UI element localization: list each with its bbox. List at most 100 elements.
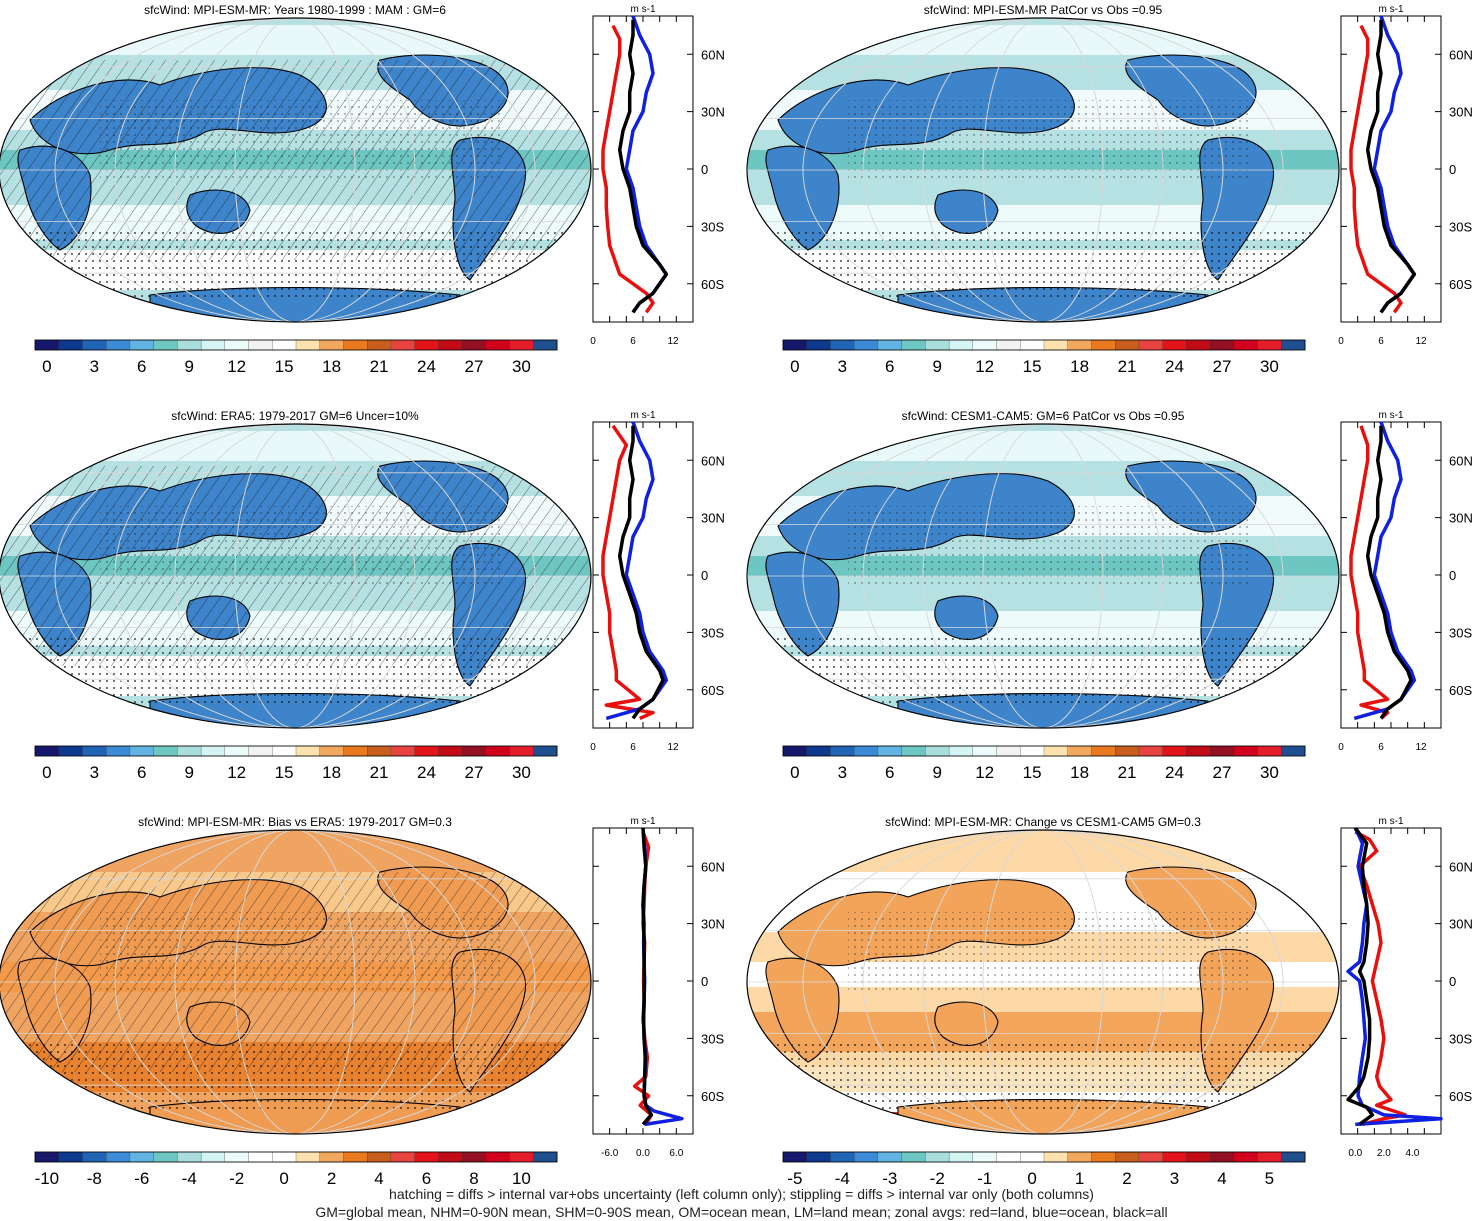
zonal-x-tick-label: 0 bbox=[1338, 742, 1344, 753]
colorbar-swatch bbox=[533, 1151, 558, 1163]
colorbar-swatch bbox=[901, 1151, 926, 1163]
colorbar-swatch bbox=[1281, 745, 1306, 757]
map-border bbox=[0, 423, 592, 729]
colorbar-swatch bbox=[948, 745, 974, 757]
colorbar-swatch bbox=[129, 339, 155, 351]
colorbar: 0 3 6 9 12 15 18 21 24 27 30 bbox=[782, 745, 1306, 782]
colorbar-swatch bbox=[106, 745, 131, 757]
colorbar-label: 3 bbox=[90, 357, 99, 376]
colorbar-label: 6 bbox=[885, 763, 894, 782]
colorbar-swatch bbox=[972, 1151, 997, 1163]
colorbar-swatch bbox=[34, 745, 60, 757]
colorbar-swatch bbox=[272, 1151, 297, 1163]
panel-3: sfcWind: ERA5: 1979-2017 GM=6 Uncer=10% 0… bbox=[0, 409, 725, 782]
colorbar-swatch bbox=[1186, 339, 1211, 351]
colorbar-swatch bbox=[34, 339, 60, 351]
colorbar-swatch bbox=[1138, 1151, 1164, 1163]
zonal-x-tick-label: 2.0 bbox=[1377, 1148, 1391, 1159]
stippling-overlay bbox=[748, 1042, 1339, 1112]
colorbar-label: 8 bbox=[469, 1169, 478, 1188]
colorbar-swatch bbox=[533, 339, 558, 351]
zonal-series-line-3 bbox=[1365, 425, 1413, 720]
colorbar-label: 12 bbox=[227, 357, 246, 376]
colorbar-swatch bbox=[1115, 745, 1140, 757]
zonal-lat-label: 30S bbox=[1449, 219, 1472, 234]
colorbar-swatch bbox=[58, 745, 83, 757]
zonal-lat-label: 30N bbox=[701, 917, 725, 932]
graticule-meridian bbox=[174, 830, 416, 1134]
zonal-frame bbox=[592, 15, 694, 323]
zonal-series-line-3 bbox=[1365, 19, 1417, 314]
map-border bbox=[746, 423, 1340, 729]
colorbar-swatch bbox=[438, 339, 463, 351]
colorbar-label: 21 bbox=[1118, 763, 1137, 782]
zonal-x-tick-label: 6 bbox=[630, 742, 636, 753]
colorbar-label: 4 bbox=[1217, 1169, 1226, 1188]
colorbar-label: 0 bbox=[42, 763, 51, 782]
colorbar-swatch bbox=[438, 1151, 463, 1163]
zonal-x-tick-label: 12 bbox=[1415, 336, 1427, 347]
zonal-lat-label: 0 bbox=[1449, 974, 1456, 989]
zonal-lat-label: 60S bbox=[1449, 683, 1472, 698]
zonal-lat-label: 30S bbox=[1449, 1031, 1472, 1046]
colorbar-frame bbox=[782, 339, 1306, 351]
colorbar-swatch bbox=[1257, 1151, 1282, 1163]
zonal-frame bbox=[1340, 421, 1442, 729]
colorbar-swatch bbox=[1162, 339, 1187, 351]
colorbar-swatch bbox=[1162, 1151, 1187, 1163]
zonal-mean-plot: m s-1 60N 30N 0 30S 60S 0 6 12 bbox=[1338, 410, 1473, 753]
colorbar-swatch bbox=[948, 339, 974, 351]
graticule-meridian bbox=[114, 424, 476, 728]
colorbar-swatch bbox=[58, 339, 83, 351]
colorbar-label: 9 bbox=[184, 763, 193, 782]
zonal-series-line-1 bbox=[1349, 24, 1403, 314]
colorbar-swatch bbox=[996, 339, 1021, 351]
colorbar-swatch bbox=[367, 745, 392, 757]
colorbar-swatch bbox=[925, 1151, 950, 1163]
colorbar-label: 30 bbox=[512, 763, 531, 782]
graticule-meridian bbox=[802, 830, 1284, 1134]
colorbar-swatch bbox=[485, 1151, 510, 1163]
colorbar-swatch bbox=[806, 745, 831, 757]
zonal-series-line-3 bbox=[617, 425, 665, 720]
colorbar-swatch bbox=[248, 745, 273, 757]
colorbar-swatch bbox=[319, 745, 344, 757]
colorbar-label: 1 bbox=[1075, 1169, 1084, 1188]
colorbar-swatch bbox=[414, 339, 439, 351]
colorbar-swatch bbox=[1233, 339, 1258, 351]
colorbar-label: 18 bbox=[322, 357, 341, 376]
colorbar-swatch bbox=[129, 1151, 155, 1163]
map bbox=[0, 830, 591, 1134]
graticule-meridian bbox=[862, 830, 1224, 1134]
stippling-overlay bbox=[100, 912, 500, 992]
map-border bbox=[746, 829, 1340, 1135]
zonal-lat-label: 60S bbox=[1449, 1089, 1472, 1104]
panel-title: sfcWind: ERA5: 1979-2017 GM=6 Uncer=10% bbox=[171, 409, 419, 423]
colorbar-label: 15 bbox=[1023, 763, 1042, 782]
zonal-lat-label: 30N bbox=[1449, 917, 1473, 932]
colorbar-swatch bbox=[106, 1151, 131, 1163]
colorbar-label: 3 bbox=[838, 763, 847, 782]
colorbar-swatch bbox=[129, 745, 155, 757]
colorbar-swatch bbox=[1233, 1151, 1258, 1163]
panel-5: sfcWind: MPI-ESM-MR: Bias vs ERA5: 1979-… bbox=[0, 815, 725, 1188]
graticule-meridian bbox=[234, 18, 356, 322]
colorbar-swatch bbox=[390, 1151, 416, 1163]
zonal-series-line-3 bbox=[641, 827, 654, 1126]
colorbar-swatch bbox=[248, 339, 273, 351]
colorbar-swatch bbox=[877, 339, 903, 351]
colorbar-swatch bbox=[806, 339, 831, 351]
zonal-x-tick-label: 0.0 bbox=[1348, 1148, 1362, 1159]
colorbar-label: 0 bbox=[1027, 1169, 1036, 1188]
colorbar-swatch bbox=[1091, 1151, 1116, 1163]
colorbar-frame bbox=[782, 1151, 1306, 1163]
colorbar-label: 27 bbox=[1212, 763, 1231, 782]
colorbar-swatch bbox=[806, 1151, 831, 1163]
zonal-units: m s-1 bbox=[1379, 410, 1404, 421]
colorbar-label: 21 bbox=[370, 763, 389, 782]
stippling-overlay bbox=[748, 230, 1339, 300]
zonal-series-line-2 bbox=[605, 421, 669, 721]
colorbar-swatch bbox=[153, 339, 178, 351]
zonal-series-line-2 bbox=[1353, 421, 1417, 721]
graticule-meridian bbox=[982, 830, 1104, 1134]
